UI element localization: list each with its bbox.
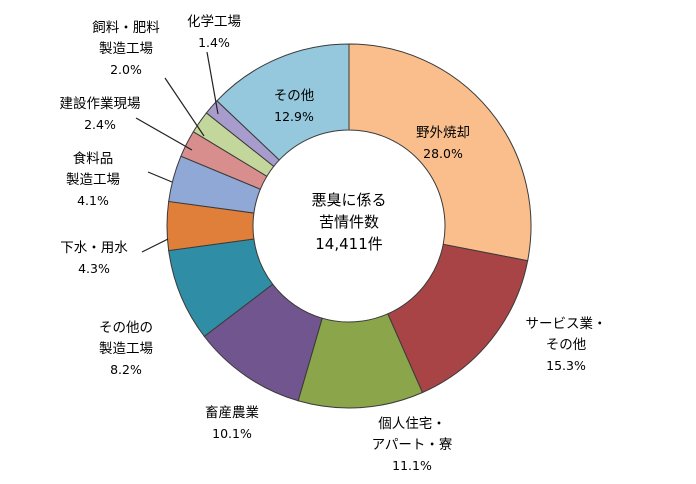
slice-label-8: 飼料・肥料製造工場 2.0% (92, 20, 160, 77)
slice-10 (216, 43, 350, 161)
slice-pct-label: 2.0% (110, 62, 142, 77)
slice-label-4: その他の製造工場 8.2% (99, 320, 153, 377)
slice-name-line: 製造工場 (99, 41, 153, 57)
slice-pct-label: 12.9% (274, 109, 314, 124)
slice-label-3: 畜産農業 10.1% (205, 405, 259, 441)
slice-0 (348, 43, 532, 262)
leader-line-5 (141, 238, 169, 253)
slice-pct-label: 11.1% (392, 458, 432, 473)
center-label-line: 悪臭に係る (311, 191, 386, 209)
slice-name-line: その他 (274, 88, 315, 104)
leader-line-8 (164, 77, 205, 137)
slice-pct-label: 8.2% (110, 362, 142, 377)
leader-line-9 (206, 51, 219, 115)
slice-pct-label: 1.4% (198, 35, 230, 50)
slice-pct-label: 2.4% (84, 117, 116, 132)
slice-name-line: その他 (546, 337, 587, 353)
slice-pct-label: 4.1% (77, 193, 109, 208)
slice-name-line: 畜産農業 (205, 405, 259, 421)
slice-name-line: 建設作業現場 (60, 96, 141, 112)
center-label-line: 苦情件数 (319, 213, 379, 231)
slice-name-line: 食料品 (73, 150, 114, 167)
leader-line-6 (147, 171, 173, 183)
slice-name-line: 下水・用水 (60, 240, 128, 256)
slice-pct-label: 4.3% (78, 261, 110, 276)
slice-pct-label: 10.1% (212, 426, 252, 441)
slice-label-10: その他 12.9% (274, 88, 315, 124)
slice-label-6: 食料品製造工場 4.1% (66, 150, 120, 208)
slice-name-line: その他の (99, 320, 153, 336)
slice-label-9: 化学工場 1.4% (187, 14, 241, 50)
leader-line-7 (135, 117, 193, 151)
slice-label-5: 下水・用水 4.3% (60, 240, 128, 276)
center-label: 悪臭に係る苦情件数 14,411件 (311, 191, 386, 253)
slice-pct-label: 15.3% (546, 358, 586, 373)
slice-name-line: 野外焼却 (416, 125, 470, 141)
slice-label-1: サービス業・その他 15.3% (526, 316, 607, 373)
slice-name-line: 飼料・肥料 (92, 20, 160, 36)
slice-label-2: 個人住宅・アパート・寮 11.1% (372, 416, 453, 473)
slice-name-line: サービス業・ (526, 316, 607, 332)
slice-name-line: アパート・寮 (372, 436, 453, 453)
slice-label-7: 建設作業現場 2.4% (60, 96, 141, 132)
slice-name-line: 化学工場 (187, 14, 241, 30)
slice-label-0: 野外焼却 28.0% (416, 125, 470, 161)
slice-name-line: 個人住宅・ (378, 416, 446, 432)
slice-name-line: 製造工場 (66, 172, 120, 188)
slice-pct-label: 28.0% (423, 146, 463, 161)
center-label-line: 14,411件 (315, 235, 383, 253)
slice-name-line: 製造工場 (99, 341, 153, 357)
